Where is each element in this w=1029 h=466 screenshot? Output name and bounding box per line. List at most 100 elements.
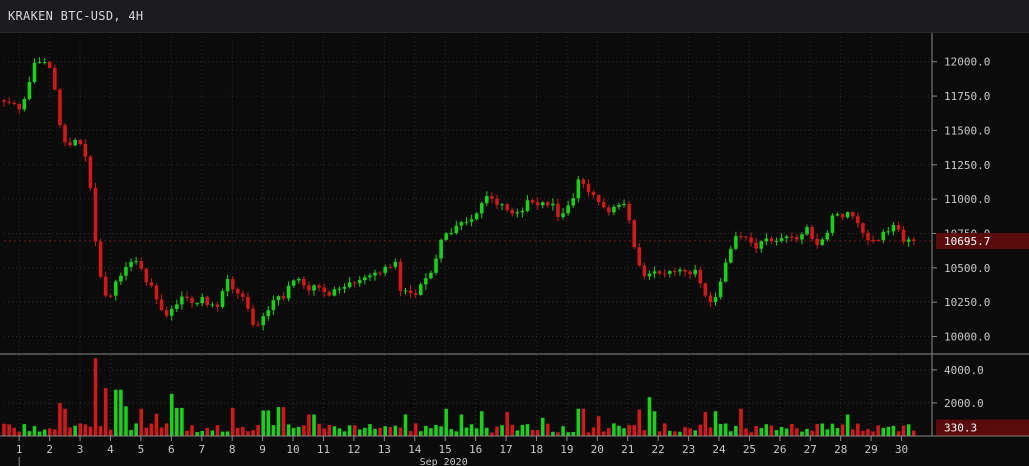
volume-bar	[881, 427, 886, 436]
volume-bar	[220, 431, 225, 436]
volume-bar	[53, 429, 57, 436]
candle-body	[342, 286, 347, 289]
candle-body	[424, 278, 428, 285]
candle-body	[403, 290, 408, 292]
candle-body	[22, 99, 27, 110]
volume-bar	[78, 423, 83, 436]
x-tick-label: 24	[712, 443, 726, 456]
volume-bar	[469, 424, 474, 436]
volume-bar	[114, 389, 118, 436]
candle-body	[581, 179, 586, 184]
candle-body	[373, 272, 377, 276]
candle-body	[683, 269, 687, 272]
candle-body	[27, 82, 32, 100]
candle-body	[886, 231, 891, 233]
volume-bar	[169, 393, 174, 436]
x-tick-label: 23	[682, 443, 695, 456]
x-tick-label: 14	[408, 443, 422, 456]
volume-bar	[393, 425, 398, 436]
candle-body	[647, 273, 652, 277]
candle-body	[225, 279, 230, 292]
volume-bar	[530, 429, 535, 436]
volume-bar	[241, 427, 245, 436]
candle-body	[520, 211, 525, 213]
volume-bar	[195, 432, 199, 436]
volume-bar	[332, 426, 337, 436]
candle-body	[739, 236, 743, 238]
chart-header: KRAKEN BTC-USD, 4H	[0, 0, 1029, 33]
candle-body	[129, 261, 133, 268]
candle-body	[779, 238, 784, 241]
volume-bar	[418, 431, 423, 436]
candle-body	[139, 261, 144, 269]
volume-bar	[876, 425, 880, 436]
volume-bar	[540, 417, 545, 436]
x-tick-label: 30	[895, 443, 908, 456]
volume-bar	[754, 425, 758, 436]
candle-body	[561, 213, 565, 217]
volume-bar	[73, 425, 77, 436]
candlestick-chart[interactable]: 10000.010250.010500.010750.011000.011250…	[0, 33, 1029, 466]
chart-title: KRAKEN BTC-USD, 4H	[8, 9, 144, 23]
x-tick-label: 15	[439, 443, 452, 456]
volume-bar	[307, 414, 311, 436]
candle-body	[490, 196, 494, 199]
volume-bar	[429, 428, 433, 436]
volume-bar	[408, 431, 413, 436]
volume-bar	[403, 414, 408, 436]
volume-bar	[591, 427, 596, 436]
volume-bar	[744, 428, 748, 436]
volume-bar	[210, 430, 215, 436]
y-tick-label: 10250.0	[944, 296, 990, 309]
x-tick-label: 27	[804, 443, 817, 456]
volume-bar	[149, 423, 154, 436]
volume-bar	[180, 407, 184, 436]
candle-body	[612, 206, 616, 213]
candle-body	[291, 280, 296, 286]
volume-bar	[256, 425, 260, 436]
volume-bar	[668, 430, 672, 436]
x-tick-label: 21	[621, 443, 634, 456]
candle-body	[134, 261, 138, 263]
volume-bar	[769, 425, 774, 436]
candle-body	[642, 265, 647, 277]
volume-bar	[424, 426, 428, 436]
volume-bar	[352, 425, 357, 436]
candle-body	[103, 276, 108, 296]
candle-body	[195, 303, 199, 305]
candle-body	[769, 238, 774, 242]
volume-bar	[845, 414, 850, 436]
candle-body	[566, 205, 570, 214]
volume-bar	[302, 425, 306, 436]
candle-body	[449, 233, 454, 235]
volume-bar	[312, 414, 316, 436]
candle-body	[276, 296, 281, 301]
candle-body	[169, 309, 174, 316]
x-tick-label: 5	[138, 443, 145, 456]
y-tick-label: 12000.0	[944, 56, 990, 69]
volume-axis: 2000.0 4000.0	[932, 364, 984, 410]
volume-bar	[627, 424, 631, 436]
candle-body	[210, 304, 215, 306]
volume-bar	[495, 426, 499, 436]
volume-bar	[703, 412, 708, 436]
volume-bar	[164, 423, 169, 436]
volume-bar	[586, 432, 591, 436]
candle-body	[866, 232, 870, 241]
candle-body	[68, 142, 72, 146]
candle-body	[256, 324, 260, 326]
candle-body	[749, 237, 753, 243]
volume-bar	[896, 431, 901, 436]
volume-bar	[891, 425, 896, 436]
x-period-label: Sep 2020	[420, 457, 468, 466]
candle-body	[688, 271, 692, 275]
last-price-marker: 10695.7	[936, 232, 1029, 249]
volume-bar	[546, 423, 550, 436]
volume-bar	[439, 426, 443, 436]
candle-body	[881, 231, 886, 241]
candle-body	[53, 67, 57, 90]
volume-bar	[230, 407, 235, 436]
volume-bar	[906, 424, 911, 436]
candle-body	[215, 304, 220, 307]
candle-body	[281, 296, 286, 299]
